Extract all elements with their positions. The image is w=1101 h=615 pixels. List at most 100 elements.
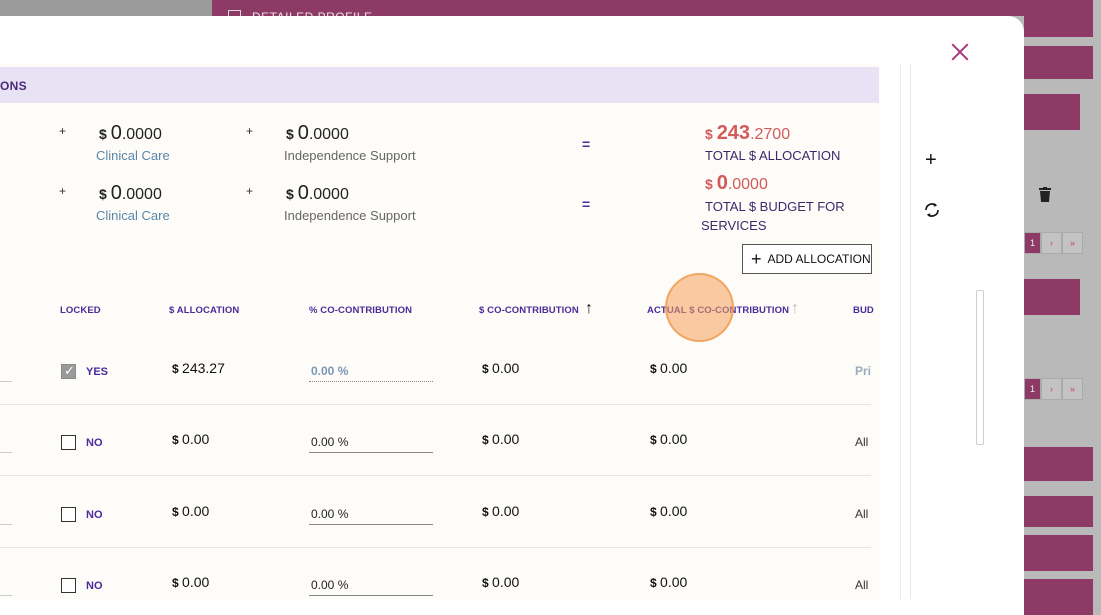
refresh-icon[interactable] bbox=[923, 201, 941, 219]
independence-support-amount: $ 0.0000 bbox=[286, 122, 349, 145]
column-header-allocation[interactable]: $ ALLOCATION bbox=[169, 305, 240, 316]
currency-symbol: $ bbox=[286, 126, 294, 142]
column-header-pct-co-contribution[interactable]: % CO-CONTRIBUTION bbox=[309, 305, 413, 316]
budget-cell: All bbox=[855, 507, 869, 521]
clinical-care-amount: $ 0.0000 bbox=[99, 182, 162, 205]
background-bar bbox=[1024, 535, 1093, 571]
locked-status: YES bbox=[86, 366, 109, 378]
background-bar bbox=[1024, 94, 1080, 130]
currency-symbol: $ bbox=[286, 186, 294, 202]
pager-page: 1 bbox=[1024, 378, 1041, 400]
co-contribution-cell: $ 0.00 bbox=[482, 574, 519, 590]
co-contribution-value: 0.00 bbox=[492, 431, 520, 447]
background-bar bbox=[1024, 0, 1093, 37]
column-header-locked[interactable]: LOCKED bbox=[60, 305, 101, 316]
actual-co-contribution-value: 0.00 bbox=[660, 431, 688, 447]
actual-co-contribution-value: 0.00 bbox=[660, 360, 688, 376]
row-divider bbox=[0, 404, 871, 405]
co-contribution-value: 0.00 bbox=[492, 503, 520, 519]
currency-symbol: $ bbox=[650, 505, 657, 519]
close-icon[interactable] bbox=[948, 40, 972, 64]
currency-symbol: $ bbox=[172, 505, 179, 519]
trash-icon bbox=[1039, 187, 1051, 202]
add-allocation-button[interactable]: + ADD ALLOCATION bbox=[742, 244, 872, 274]
divider bbox=[900, 64, 901, 599]
independence-support-label: Independence Support bbox=[284, 208, 416, 223]
amount-decimal: .0000 bbox=[308, 126, 349, 143]
actual-co-contribution-value: 0.00 bbox=[660, 503, 688, 519]
pager-last: » bbox=[1062, 232, 1083, 254]
column-header-actual-co-contribution[interactable]: ACTUAL $ CO-CONTRIBUTION bbox=[647, 305, 790, 316]
plus-sign: + bbox=[246, 184, 254, 198]
scrollbar[interactable] bbox=[976, 290, 984, 445]
clinical-care-amount: $ 0.0000 bbox=[99, 122, 162, 145]
equals-sign: = bbox=[582, 196, 591, 212]
plus-icon: + bbox=[751, 249, 762, 269]
clinical-care-label: Clinical Care bbox=[96, 148, 170, 163]
amount-decimal: .0000 bbox=[121, 126, 162, 143]
allocation-cell: $ 0.00 bbox=[172, 503, 209, 519]
pager-next: › bbox=[1041, 378, 1062, 400]
locked-checkbox[interactable] bbox=[61, 578, 76, 593]
allocation-value: 0.00 bbox=[182, 503, 210, 519]
amount-integer: 243 bbox=[716, 122, 751, 144]
add-icon[interactable]: + bbox=[925, 149, 937, 171]
background-bar bbox=[1024, 279, 1080, 315]
allocation-cell: $ 0.00 bbox=[172, 574, 209, 590]
total-allocation-amount: $ 243.2700 bbox=[705, 122, 790, 145]
locked-status: NO bbox=[86, 580, 103, 592]
sort-ascending-icon[interactable]: ↑ bbox=[585, 300, 593, 317]
plus-sign: + bbox=[246, 124, 254, 138]
amount-integer: 0 bbox=[110, 122, 122, 144]
amount-integer: 0 bbox=[716, 172, 728, 194]
sort-icon[interactable]: ↑ bbox=[791, 300, 799, 317]
actual-co-contribution-cell: $ 0.00 bbox=[650, 503, 687, 519]
locked-checkbox[interactable] bbox=[61, 435, 76, 450]
background-header-bar bbox=[212, 0, 1024, 16]
pct-co-contribution-input[interactable]: 0.00 % bbox=[309, 431, 433, 453]
row-stub bbox=[0, 452, 12, 453]
background-bar bbox=[1024, 496, 1093, 527]
row-stub bbox=[0, 595, 12, 596]
actual-co-contribution-cell: $ 0.00 bbox=[650, 431, 687, 447]
currency-symbol: $ bbox=[99, 186, 107, 202]
column-header-co-contribution[interactable]: $ CO-CONTRIBUTION bbox=[479, 305, 579, 316]
row-divider bbox=[0, 547, 871, 548]
locked-checkbox[interactable] bbox=[61, 363, 76, 379]
co-contribution-value: 0.00 bbox=[492, 360, 520, 376]
plus-sign: + bbox=[59, 124, 67, 138]
currency-symbol: $ bbox=[99, 126, 107, 142]
actual-co-contribution-cell: $ 0.00 bbox=[650, 360, 687, 376]
currency-symbol: $ bbox=[650, 433, 657, 447]
locked-status: NO bbox=[86, 509, 103, 521]
allocation-value: 243.27 bbox=[182, 360, 225, 376]
amount-integer: 0 bbox=[297, 122, 309, 144]
pct-co-contribution-input[interactable]: 0.00 % bbox=[309, 574, 433, 596]
row-stub bbox=[0, 524, 12, 525]
currency-symbol: $ bbox=[172, 576, 179, 590]
pct-co-contribution-input[interactable]: 0.00 % bbox=[309, 360, 433, 382]
column-header-budget[interactable]: BUD bbox=[853, 305, 874, 316]
background-pager: 1 › » bbox=[1024, 378, 1083, 400]
co-contribution-cell: $ 0.00 bbox=[482, 431, 519, 447]
co-contribution-cell: $ 0.00 bbox=[482, 503, 519, 519]
currency-symbol: $ bbox=[482, 505, 489, 519]
pager-last: » bbox=[1062, 378, 1083, 400]
currency-symbol: $ bbox=[172, 362, 179, 376]
allocation-cell: $ 0.00 bbox=[172, 431, 209, 447]
pager-page: 1 bbox=[1024, 232, 1041, 254]
total-budget-amount: $ 0.0000 bbox=[705, 172, 768, 195]
pct-co-contribution-input[interactable]: 0.00 % bbox=[309, 503, 433, 525]
currency-symbol: $ bbox=[650, 362, 657, 376]
currency-symbol: $ bbox=[705, 126, 713, 142]
row-stub bbox=[0, 381, 12, 382]
section-title: ONS bbox=[0, 79, 27, 93]
currency-symbol: $ bbox=[172, 433, 179, 447]
independence-support-amount: $ 0.0000 bbox=[286, 182, 349, 205]
budget-cell: All bbox=[855, 578, 869, 592]
pager-next: › bbox=[1041, 232, 1062, 254]
row-divider bbox=[0, 475, 871, 476]
locked-checkbox[interactable] bbox=[61, 507, 76, 522]
equals-sign: = bbox=[582, 136, 591, 152]
total-allocation-label: TOTAL $ ALLOCATION bbox=[705, 148, 841, 163]
